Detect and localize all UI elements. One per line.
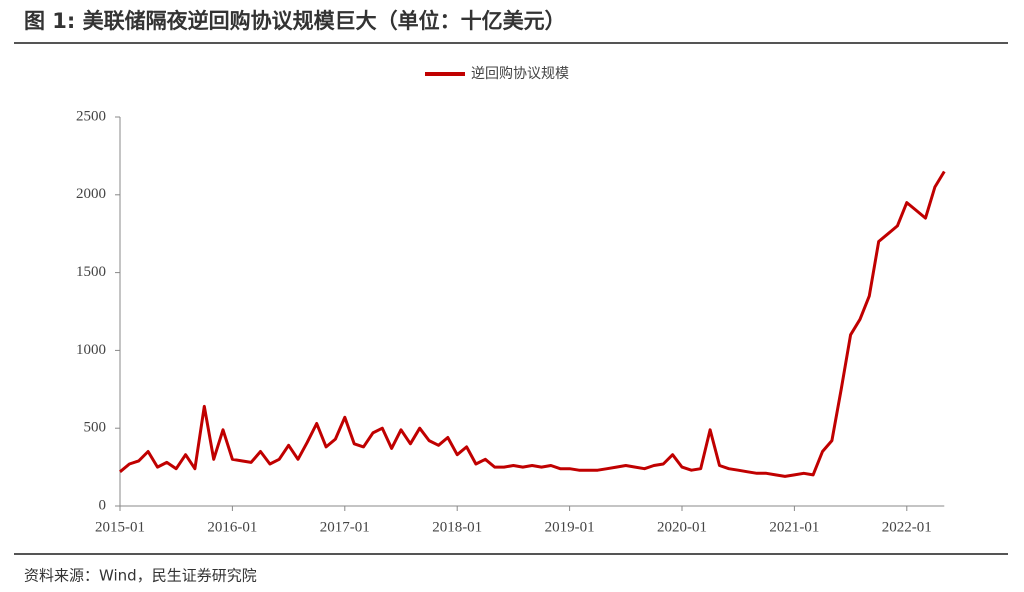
x-tick-label: 2022-01 [882,519,932,535]
x-tick-label: 2016-01 [207,519,257,535]
y-tick-label: 500 [84,420,107,436]
legend-label: 逆回购协议规模 [471,66,569,82]
y-tick-label: 2000 [76,186,106,202]
y-tick-label: 0 [99,497,107,513]
y-tick-label: 2500 [76,108,106,124]
x-tick-label: 2019-01 [545,519,595,535]
x-tick-label: 2021-01 [769,519,819,535]
x-tick-label: 2020-01 [657,519,707,535]
y-tick-label: 1000 [76,342,106,358]
y-tick-label: 1500 [76,264,106,280]
source: 资料来源：Wind，民生证券研究院 [24,567,257,585]
x-tick-label: 2017-01 [320,519,370,535]
x-tick-label: 2018-01 [432,519,482,535]
x-tick-label: 2015-01 [95,519,145,535]
data-line [119,170,946,478]
chart-title: 图 1: 美联储隔夜逆回购协议规模巨大（单位：十亿美元） [24,9,566,33]
